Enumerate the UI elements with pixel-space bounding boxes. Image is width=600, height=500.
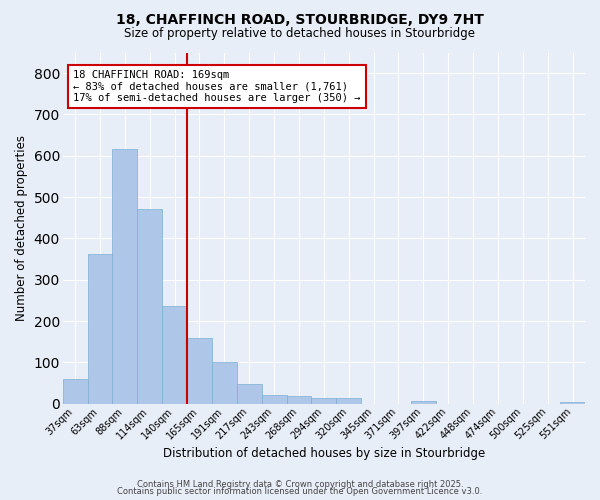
Text: Contains public sector information licensed under the Open Government Licence v3: Contains public sector information licen… xyxy=(118,487,482,496)
Text: 18 CHAFFINCH ROAD: 169sqm
← 83% of detached houses are smaller (1,761)
17% of se: 18 CHAFFINCH ROAD: 169sqm ← 83% of detac… xyxy=(73,70,361,103)
Y-axis label: Number of detached properties: Number of detached properties xyxy=(15,135,28,321)
Bar xyxy=(88,254,112,404)
Bar xyxy=(63,379,88,404)
Bar xyxy=(237,384,262,404)
Bar xyxy=(287,396,311,404)
Text: Contains HM Land Registry data © Crown copyright and database right 2025.: Contains HM Land Registry data © Crown c… xyxy=(137,480,463,489)
Bar xyxy=(560,402,585,404)
Bar xyxy=(411,401,436,404)
Bar xyxy=(212,362,237,404)
X-axis label: Distribution of detached houses by size in Stourbridge: Distribution of detached houses by size … xyxy=(163,447,485,460)
Bar xyxy=(311,398,336,404)
Bar xyxy=(262,394,287,404)
Bar xyxy=(112,149,137,404)
Bar xyxy=(336,398,361,404)
Bar xyxy=(162,306,187,404)
Bar xyxy=(137,210,162,404)
Bar xyxy=(187,338,212,404)
Text: Size of property relative to detached houses in Stourbridge: Size of property relative to detached ho… xyxy=(125,28,476,40)
Text: 18, CHAFFINCH ROAD, STOURBRIDGE, DY9 7HT: 18, CHAFFINCH ROAD, STOURBRIDGE, DY9 7HT xyxy=(116,12,484,26)
